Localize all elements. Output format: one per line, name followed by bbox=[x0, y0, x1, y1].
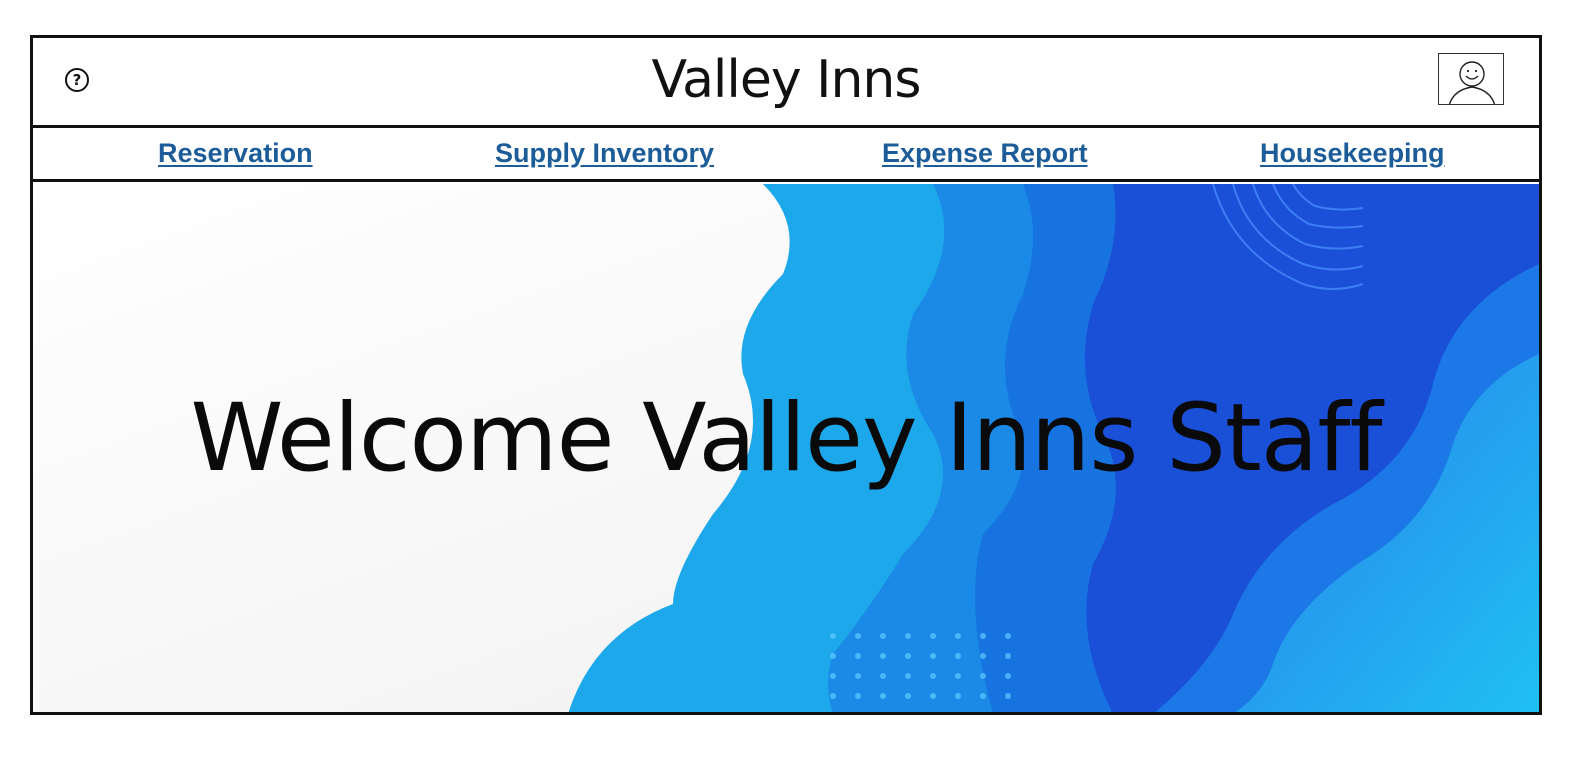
top-bar: ? Valley Inns bbox=[33, 38, 1539, 128]
nav-housekeeping-link[interactable]: Housekeeping bbox=[1260, 138, 1445, 168]
welcome-heading: Welcome Valley Inns Staff bbox=[190, 384, 1382, 493]
page-title: Valley Inns bbox=[651, 50, 922, 110]
app-window: ? Valley Inns Reservation Supply Invento… bbox=[30, 35, 1542, 715]
avatar[interactable] bbox=[1438, 53, 1504, 105]
nav-supply-inventory-link[interactable]: Supply Inventory bbox=[495, 138, 715, 168]
hero-banner: Welcome Valley Inns Staff bbox=[33, 184, 1539, 712]
hero-background-image bbox=[33, 184, 1539, 712]
help-icon[interactable]: ? bbox=[65, 68, 89, 92]
main-nav: Reservation Supply Inventory Expense Rep… bbox=[33, 128, 1539, 182]
nav-reservation-link[interactable]: Reservation bbox=[158, 138, 313, 168]
nav-expense-report-link[interactable]: Expense Report bbox=[882, 138, 1088, 168]
user-avatar-icon bbox=[1448, 61, 1496, 104]
